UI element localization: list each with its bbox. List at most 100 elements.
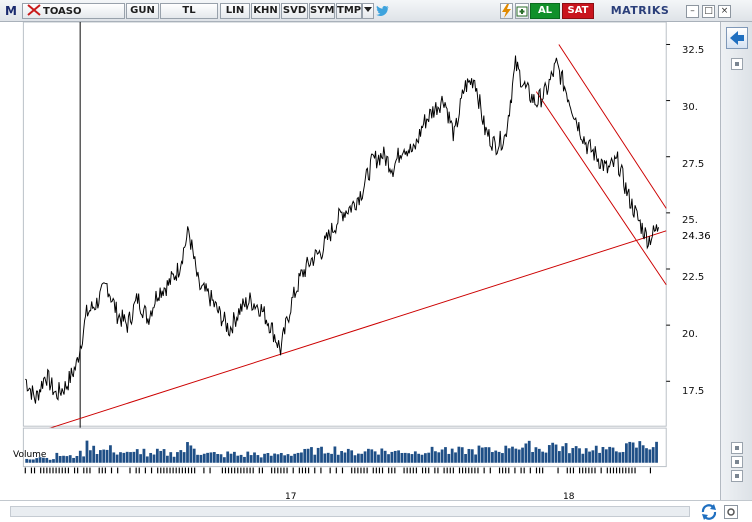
volume-bar [326, 452, 330, 463]
khn-button[interactable]: KHN [251, 3, 280, 19]
volume-bar [162, 449, 166, 463]
volume-bar [544, 452, 548, 463]
volume-bar [440, 449, 444, 463]
volume-bar [75, 456, 79, 463]
volume-bar [105, 449, 109, 463]
volume-bar [413, 451, 417, 463]
volume-bar [403, 452, 407, 463]
volume-bar [370, 449, 374, 463]
settings-button[interactable] [724, 505, 738, 519]
volume-bar [454, 452, 457, 463]
volume-bar [166, 455, 169, 463]
volume-bar [196, 454, 199, 463]
symbol-remove-icon[interactable] [27, 4, 41, 16]
volume-bar [42, 457, 45, 463]
matriks-menu-button[interactable]: M [5, 4, 17, 18]
chart-toolbar: M TOASO GUN TL LIN KHN SVD SYM TMP [0, 0, 752, 22]
volume-bar [333, 446, 337, 463]
volume-bar [346, 448, 350, 463]
volume-bar [574, 446, 578, 463]
price-label: 22.5 [682, 272, 705, 283]
close-button[interactable]: × [718, 5, 731, 18]
volume-bar [269, 455, 273, 463]
volume-bar [28, 459, 32, 463]
symbol-label: TOASO [43, 6, 82, 17]
volume-bar [625, 443, 628, 463]
volume-bar [246, 451, 250, 463]
lightning-button[interactable] [500, 3, 513, 19]
volume-bar [651, 447, 655, 463]
volume-bar [219, 454, 223, 463]
scale-button[interactable]: LIN [220, 3, 250, 19]
volume-bar [135, 449, 139, 463]
horizontal-scrollbar[interactable] [10, 506, 690, 517]
volume-bar [474, 454, 478, 463]
volume-bar [578, 448, 581, 463]
volume-bar [306, 448, 310, 463]
volume-bar [340, 451, 344, 463]
panel-scroll-button[interactable] [731, 58, 743, 70]
period-button[interactable]: GUN [126, 3, 159, 19]
twitter-bird-icon [376, 5, 390, 20]
panel-option-button[interactable] [731, 470, 743, 482]
price-chart[interactable] [10, 22, 720, 482]
maximize-button[interactable]: □ [702, 5, 715, 18]
template-button[interactable]: TMP [336, 3, 362, 19]
volume-bar [289, 455, 293, 463]
volume-bar [330, 453, 333, 463]
volume-bar [477, 445, 481, 463]
symbol-list-button[interactable]: SYM [309, 3, 335, 19]
symbol-selector[interactable]: TOASO [22, 3, 125, 19]
volume-bar [68, 455, 72, 463]
minimize-button[interactable]: – [686, 5, 699, 18]
volume-bar [145, 456, 149, 463]
panel-option-button[interactable] [731, 456, 743, 468]
trend-line[interactable] [34, 230, 667, 434]
volume-bar [635, 447, 638, 463]
volume-bar [253, 452, 256, 463]
volume-bar [360, 453, 364, 463]
volume-bar [199, 454, 203, 463]
add-indicator-button[interactable] [515, 3, 529, 19]
volume-bar [511, 446, 514, 463]
volume-bar [598, 452, 601, 463]
volume-bar [142, 448, 146, 463]
trend-lines [34, 44, 667, 434]
volume-bar [276, 454, 280, 463]
volume-bar [129, 452, 132, 463]
price-label: 17.5 [682, 386, 705, 397]
volume-bar [641, 445, 645, 463]
price-label: 27.5 [682, 159, 705, 170]
panel-option-button[interactable] [731, 442, 743, 454]
volume-bar [343, 452, 347, 463]
volume-label: Volume [13, 450, 47, 460]
trend-line[interactable] [558, 44, 667, 209]
volume-bar [286, 454, 290, 463]
volume-bar [336, 454, 340, 463]
back-button[interactable] [726, 27, 748, 49]
sell-button[interactable]: SAT [562, 3, 594, 19]
volume-bar [273, 453, 276, 463]
refresh-button[interactable] [700, 503, 718, 521]
x-axis-label: 18 [563, 492, 575, 502]
volume-bar [320, 446, 323, 463]
template-dropdown-button[interactable] [362, 3, 374, 19]
volume-bar [159, 450, 163, 463]
volume-bar [497, 451, 501, 463]
buy-button[interactable]: AL [530, 3, 560, 19]
volume-bar [112, 452, 116, 463]
trend-line[interactable] [535, 91, 667, 285]
settings-icon [725, 508, 737, 521]
twitter-share-button[interactable] [376, 5, 390, 17]
volume-bar [628, 441, 632, 463]
volume-bar [233, 451, 236, 463]
svd-button[interactable]: SVD [281, 3, 308, 19]
volume-bar [434, 451, 437, 463]
volume-bar [186, 442, 189, 463]
currency-button[interactable]: TL [160, 3, 218, 19]
volume-bar [99, 450, 102, 463]
volume-bar [296, 452, 300, 463]
volume-bar [149, 452, 153, 463]
volume-bar [527, 440, 531, 463]
volume-bar [400, 453, 404, 463]
